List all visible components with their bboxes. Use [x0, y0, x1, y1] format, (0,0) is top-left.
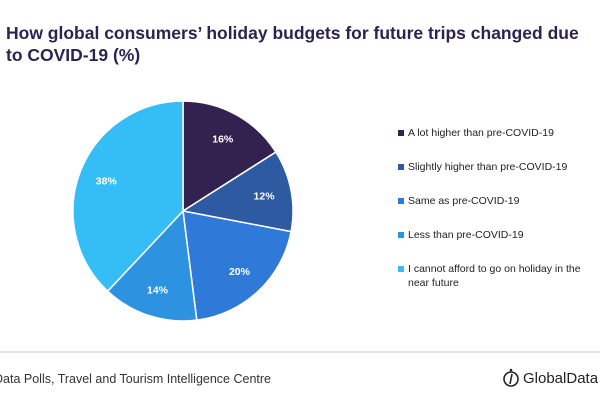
legend-item: Slightly higher than pre-COVID-19	[398, 160, 598, 194]
pie-slice	[182, 210, 292, 321]
legend-swatch	[398, 232, 404, 238]
legend-item: Same as pre-COVID-19	[398, 194, 598, 228]
legend-label: I cannot afford to go on holiday in the …	[408, 263, 581, 289]
pie-slice	[106, 209, 198, 322]
data-label: 20%	[229, 266, 251, 278]
divider	[0, 351, 600, 353]
legend-item: Less than pre-COVID-19	[398, 228, 598, 262]
legend-label: A lot higher than pre-COVID-19	[408, 127, 554, 139]
legend: A lot higher than pre-COVID-19 Slightly h…	[398, 126, 598, 296]
logo-text: GlobalData	[523, 369, 599, 387]
data-label: 12%	[254, 191, 276, 203]
pie-slice	[72, 100, 184, 293]
legend-item: I cannot afford to go on holiday in the …	[398, 262, 598, 296]
pie-slice	[182, 100, 277, 213]
globaldata-logo: GlobalData	[502, 368, 598, 388]
legend-swatch	[398, 130, 404, 136]
logo-icon	[503, 368, 519, 387]
legend-label: Less than pre-COVID-19	[408, 229, 524, 241]
data-label: 16%	[212, 134, 234, 146]
legend-swatch	[398, 164, 404, 170]
legend-swatch	[398, 198, 404, 204]
legend-label: Same as pre-COVID-19	[408, 195, 520, 207]
legend-swatch	[398, 266, 404, 272]
data-label: 38%	[96, 176, 118, 188]
legend-label: Slightly higher than pre-COVID-19	[408, 161, 568, 173]
pie-slice	[180, 151, 294, 233]
chart-title: How global consumers’ holiday budgets fo…	[6, 23, 579, 65]
legend-item: A lot higher than pre-COVID-19	[398, 126, 598, 160]
data-label: 14%	[147, 284, 169, 296]
source-text: Data Polls, Travel and Tourism Intellige…	[0, 372, 271, 386]
